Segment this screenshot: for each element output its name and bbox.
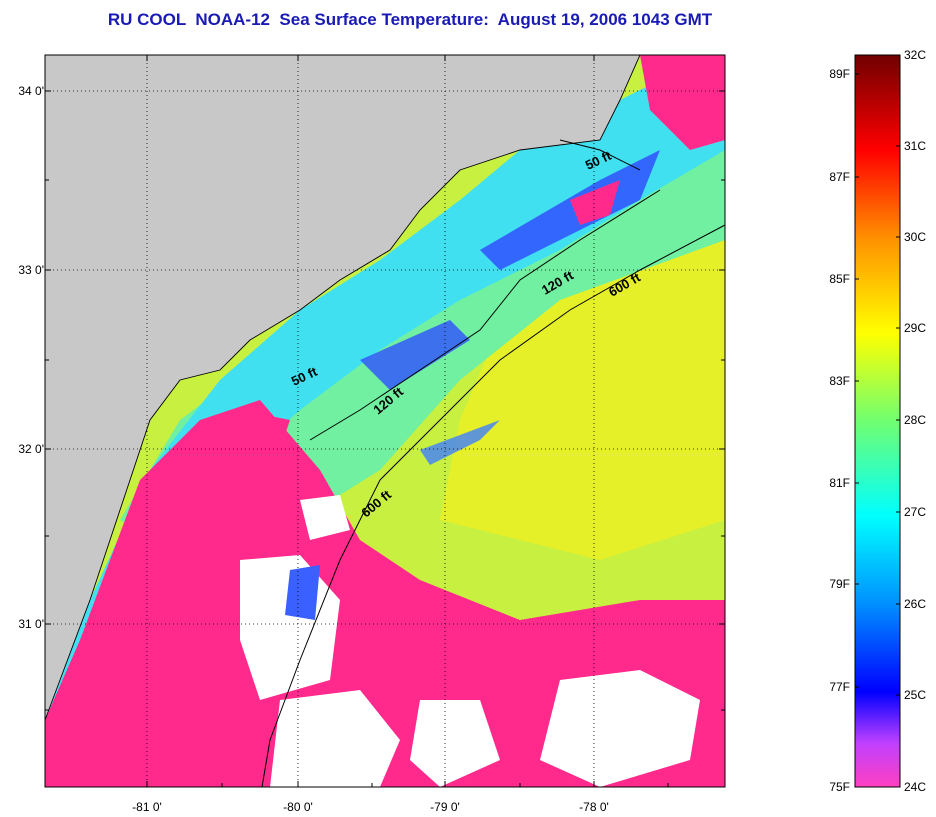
coastline [45,55,641,721]
colorbar-celsius-label: 29C [904,321,927,335]
colorbar-fahrenheit-label: 81F [829,476,850,490]
map-frame [44,54,726,788]
colorbar-celsius-label: 27C [904,505,927,519]
colorbar-celsius-label: 28C [904,413,927,427]
latitude-label: 31 0' [18,617,44,631]
colorbar-fahrenheit-label: 75F [829,780,850,794]
colorbar-fahrenheit-label: 85F [829,272,850,286]
latitude-label: 34 0' [18,84,44,98]
cloud-cover-pink [45,400,725,787]
colorbar-fahrenheit-label: 77F [829,680,850,694]
colorbar-celsius-label: 32C [904,48,927,62]
land [45,55,640,720]
map-title: RU COOL NOAA-12 Sea Surface Temperature:… [107,10,713,29]
colorbar-celsius-label: 31C [904,139,927,153]
colorbar-fahrenheit-label: 89F [829,67,850,81]
cold-filament [420,420,500,465]
cold-filament [360,320,470,390]
colorbar-fahrenheit-label: 87F [829,170,850,184]
cloud-cover-pink [640,55,725,150]
longitude-label: -79 0' [430,800,460,814]
frame-ticks [45,55,725,787]
cloud-cover-white [540,670,700,787]
graticule [45,55,725,787]
colorbar-celsius-label: 25C [904,688,927,702]
isobath-120ft [309,189,661,441]
colorbar [854,54,901,788]
longitude-label: -78 0' [579,800,609,814]
latitude-label: 32 0' [18,442,44,456]
longitude-label: -81 0' [132,800,162,814]
cloud-cover-pink [120,500,230,640]
cloud-cover-white [300,495,350,540]
colorbar-celsius-label: 26C [904,597,927,611]
colorbar-celsius-label: 24C [904,780,927,794]
cloud-cover-white [410,700,500,787]
cloud-cover-pink [570,180,620,225]
isobath-600ft [261,224,725,787]
colorbar-fahrenheit-label: 79F [829,577,850,591]
latitude-label: 33 0' [18,263,44,277]
colorbar-celsius-label: 30C [904,230,927,244]
cloud-cover-white [270,690,400,787]
cold-patch [285,565,320,620]
cloud-cover-pink [240,410,290,450]
cold-filament [480,150,660,270]
colorbar-ticks [855,73,900,696]
longitude-label: -80 0' [283,800,313,814]
colorbar-fahrenheit-label: 83F [829,374,850,388]
